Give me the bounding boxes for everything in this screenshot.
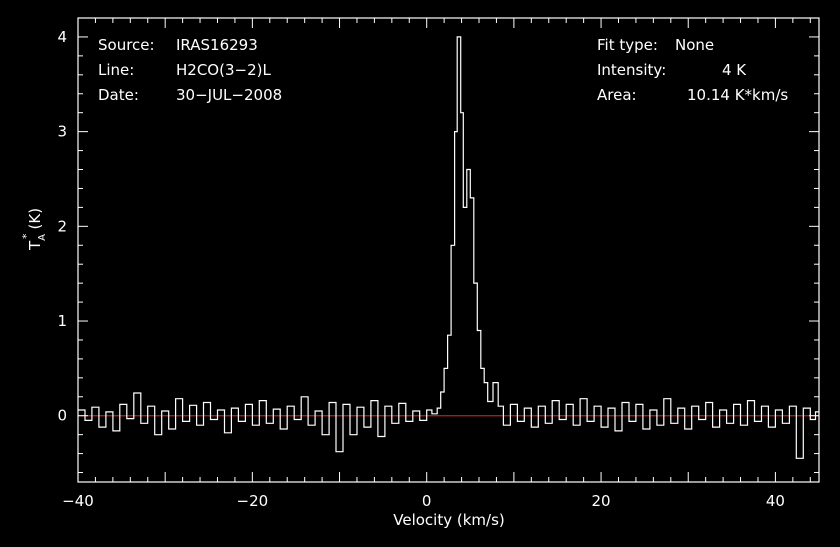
info-date-label: Date: (98, 86, 139, 104)
spectrum-layer (78, 36, 819, 459)
info-line-label: Line: (98, 61, 134, 79)
y-tick-label: 1 (57, 312, 67, 330)
y-axis-label-main: T (26, 240, 44, 251)
y-tick-label: 0 (57, 407, 67, 425)
x-axis-label: Velocity (km/s) (393, 511, 504, 529)
x-tick-label: 20 (592, 492, 611, 510)
info-fit-value: None (675, 36, 714, 54)
ticks-layer (77, 17, 819, 482)
x-tick-label: 0 (422, 492, 432, 510)
tick-labels: −40 −20 0 20 40 0 1 2 3 4 (57, 28, 785, 510)
y-axis-label-sub: A (37, 234, 48, 241)
info-date-value: 30−JUL−2008 (176, 86, 282, 104)
x-tick-label: 40 (766, 492, 785, 510)
y-axis-label: TA * (K) (20, 208, 48, 251)
info-fit-label: Fit type: (597, 36, 658, 54)
y-axis-label-unit: (K) (26, 208, 44, 230)
info-area-value: 10.14 K*km/s (687, 86, 788, 104)
info-source-value: IRAS16293 (176, 36, 258, 54)
x-tick-label: −40 (62, 492, 94, 510)
x-tick-label: −20 (237, 492, 269, 510)
y-tick-label: 2 (57, 217, 67, 235)
y-tick-label: 4 (57, 28, 67, 46)
info-area-label: Area: (597, 86, 637, 104)
info-source-label: Source: (98, 36, 155, 54)
info-intensity-value: 4 K (722, 61, 747, 79)
info-line-value: H2CO(3−2)L (176, 61, 271, 79)
y-axis-label-sup: * (20, 233, 33, 239)
spectrum-series (78, 36, 819, 459)
info-intensity-label: Intensity: (597, 61, 666, 79)
plot-frame (77, 17, 820, 483)
y-tick-label: 3 (57, 123, 67, 141)
y-axis-label-text: TA * (K) (20, 208, 48, 251)
